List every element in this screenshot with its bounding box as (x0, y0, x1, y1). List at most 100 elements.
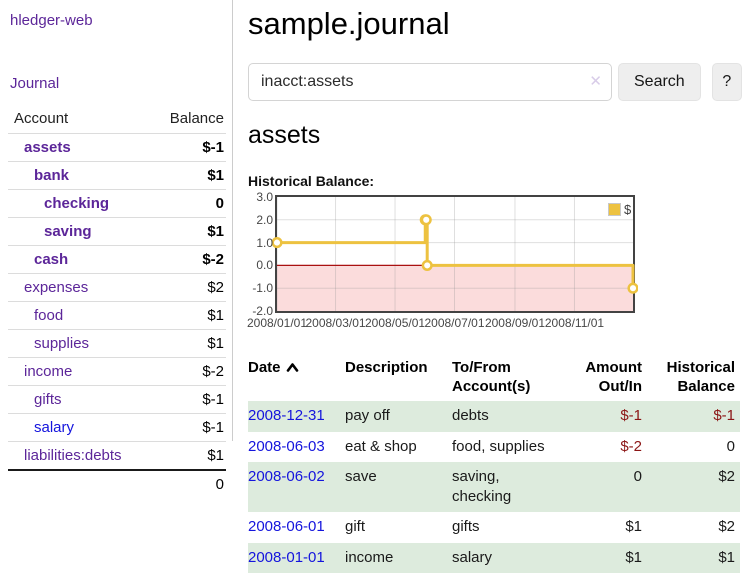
sidebar: hledger-web Journal Account Balance asse… (0, 0, 232, 582)
x-axis-tick-label: 2008/05/01 (364, 315, 426, 330)
transaction-date-link[interactable]: 2008-01-01 (248, 548, 325, 566)
transaction-amount: $-1 (562, 401, 647, 432)
account-balance: $-2 (160, 357, 226, 386)
account-link[interactable]: saving (44, 223, 92, 240)
transaction-accounts: saving, checking (452, 461, 562, 513)
account-balance: 0 (160, 189, 226, 218)
account-link[interactable]: food (34, 307, 64, 324)
transaction-amount: $1 (562, 542, 647, 573)
main-content: sample.journal ✕ Search ? assets Histori… (247, 0, 742, 573)
transaction-accounts: debts (452, 401, 562, 432)
account-row: salary $-1 (8, 413, 226, 442)
help-button[interactable]: ? (711, 63, 742, 102)
x-axis-tick-label: 2008/11/01 (544, 315, 605, 330)
clear-search-icon[interactable]: ✕ (589, 73, 602, 91)
register-header-accounts: To/From Account(s) (452, 358, 531, 395)
transaction-balance: $2 (718, 518, 735, 536)
sort-ascending-icon (286, 359, 299, 378)
transaction-description: income (345, 542, 452, 573)
account-row: cash $-2 (8, 245, 226, 274)
account-link[interactable]: supplies (34, 335, 90, 352)
account-balance: $1 (160, 441, 226, 470)
account-row: bank $1 (8, 161, 226, 190)
account-link[interactable]: assets (24, 139, 71, 156)
account-link[interactable]: gifts (34, 391, 62, 408)
sidebar-divider (232, 0, 233, 441)
register-row: 2008-12-31 pay off debts $-1 $-1 (248, 401, 740, 432)
transaction-amount: $-2 (620, 437, 642, 455)
account-balance: $-2 (160, 245, 226, 274)
account-row: checking 0 (8, 189, 226, 218)
accounts-table: Account Balance assets $-1 bank $1 checking 0… (8, 106, 226, 498)
accounts-total-row: 0 (8, 469, 226, 498)
accounts-table-body: assets $-1 bank $1 checking 0 saving $1 cash $-2 e… (8, 133, 226, 498)
search-input[interactable] (248, 63, 612, 102)
transaction-description: pay off (345, 401, 452, 432)
account-link[interactable]: expenses (24, 279, 89, 296)
account-row: assets $-1 (8, 133, 226, 162)
register-row: 2008-06-01 gift gifts $1 $2 (248, 512, 740, 542)
register-table-body: 2008-12-31 pay off debts $-1 $-1 2008-06-03 ea… (248, 401, 740, 573)
account-balance: $1 (160, 161, 226, 190)
sidebar-item-journal[interactable]: Journal (10, 75, 60, 92)
y-axis-tick-label: 1.0 (256, 235, 273, 250)
page-title: sample.journal (248, 6, 450, 41)
transaction-amount: $1 (625, 518, 642, 536)
x-axis-tick-label: 2008/07/01 (424, 315, 485, 330)
transaction-date-link[interactable]: 2008-06-01 (248, 518, 325, 536)
app-title-link[interactable]: hledger-web (10, 12, 93, 29)
account-link[interactable]: checking (44, 195, 110, 212)
register-header-amount: Amount Out/In (585, 358, 642, 395)
y-axis-tick-label: 3.0 (256, 189, 273, 204)
transaction-accounts: salary (452, 542, 562, 573)
chart-title: Historical Balance: (248, 172, 375, 189)
account-balance: $1 (160, 329, 226, 358)
account-row: expenses $2 (8, 273, 226, 302)
x-axis-tick-label: 2008/03/01 (305, 315, 366, 330)
transaction-description: eat & shop (345, 437, 417, 455)
account-link[interactable]: cash (34, 251, 69, 268)
transaction-balance: $-1 (647, 401, 740, 432)
search-button[interactable]: Search (618, 63, 701, 102)
account-row: income $-2 (8, 357, 226, 386)
account-link[interactable]: liabilities:debts (24, 447, 122, 464)
chart-legend: $ (608, 202, 631, 217)
transaction-date-link[interactable]: 2008-12-31 (248, 407, 325, 425)
account-row: gifts $-1 (8, 385, 226, 414)
accounts-header-balance: Balance (169, 110, 224, 127)
register-header-description: Description (345, 358, 428, 376)
account-balance: $1 (160, 301, 226, 330)
transaction-accounts: gifts (452, 518, 480, 536)
account-balance: $2 (160, 273, 226, 302)
transaction-date-link[interactable]: 2008-06-03 (248, 437, 325, 455)
account-row: supplies $1 (8, 329, 226, 358)
transaction-balance: 0 (726, 437, 735, 455)
account-heading: assets (248, 121, 321, 150)
register-row: 2008-01-01 income salary $1 $1 (248, 542, 740, 573)
y-axis-tick-label: 2.0 (256, 212, 273, 227)
x-axis-tick-label: 2008/01/01 (246, 315, 308, 330)
transaction-balance: $1 (647, 542, 740, 573)
account-balance: $-1 (160, 133, 226, 162)
transaction-amount: 0 (562, 461, 647, 513)
account-balance: $-1 (160, 385, 226, 414)
legend-swatch-icon (608, 202, 621, 216)
register-header-date[interactable]: Date (248, 356, 345, 402)
account-balance: $1 (160, 217, 226, 246)
account-link[interactable]: salary (34, 419, 75, 436)
account-link[interactable]: income (24, 363, 73, 380)
transaction-date-link[interactable]: 2008-06-02 (248, 467, 325, 485)
accounts-header-account: Account (14, 110, 69, 127)
transaction-description: save (345, 461, 452, 513)
y-axis-tick-label: -1.0 (252, 281, 273, 296)
register-row: 2008-06-02 save saving, checking 0 $2 (248, 461, 740, 513)
account-link[interactable]: bank (34, 167, 70, 184)
transaction-balance: $2 (647, 461, 740, 513)
register-table: Date Description To/From Account(s) Amou… (248, 356, 740, 573)
search-form: ✕ Search ? (248, 63, 742, 102)
account-row: food $1 (8, 301, 226, 330)
y-axis-tick-label: -2.0 (252, 303, 273, 318)
legend-label: $ (624, 201, 632, 217)
y-axis-tick-label: 0.0 (256, 258, 273, 273)
account-row: saving $1 (8, 217, 226, 246)
